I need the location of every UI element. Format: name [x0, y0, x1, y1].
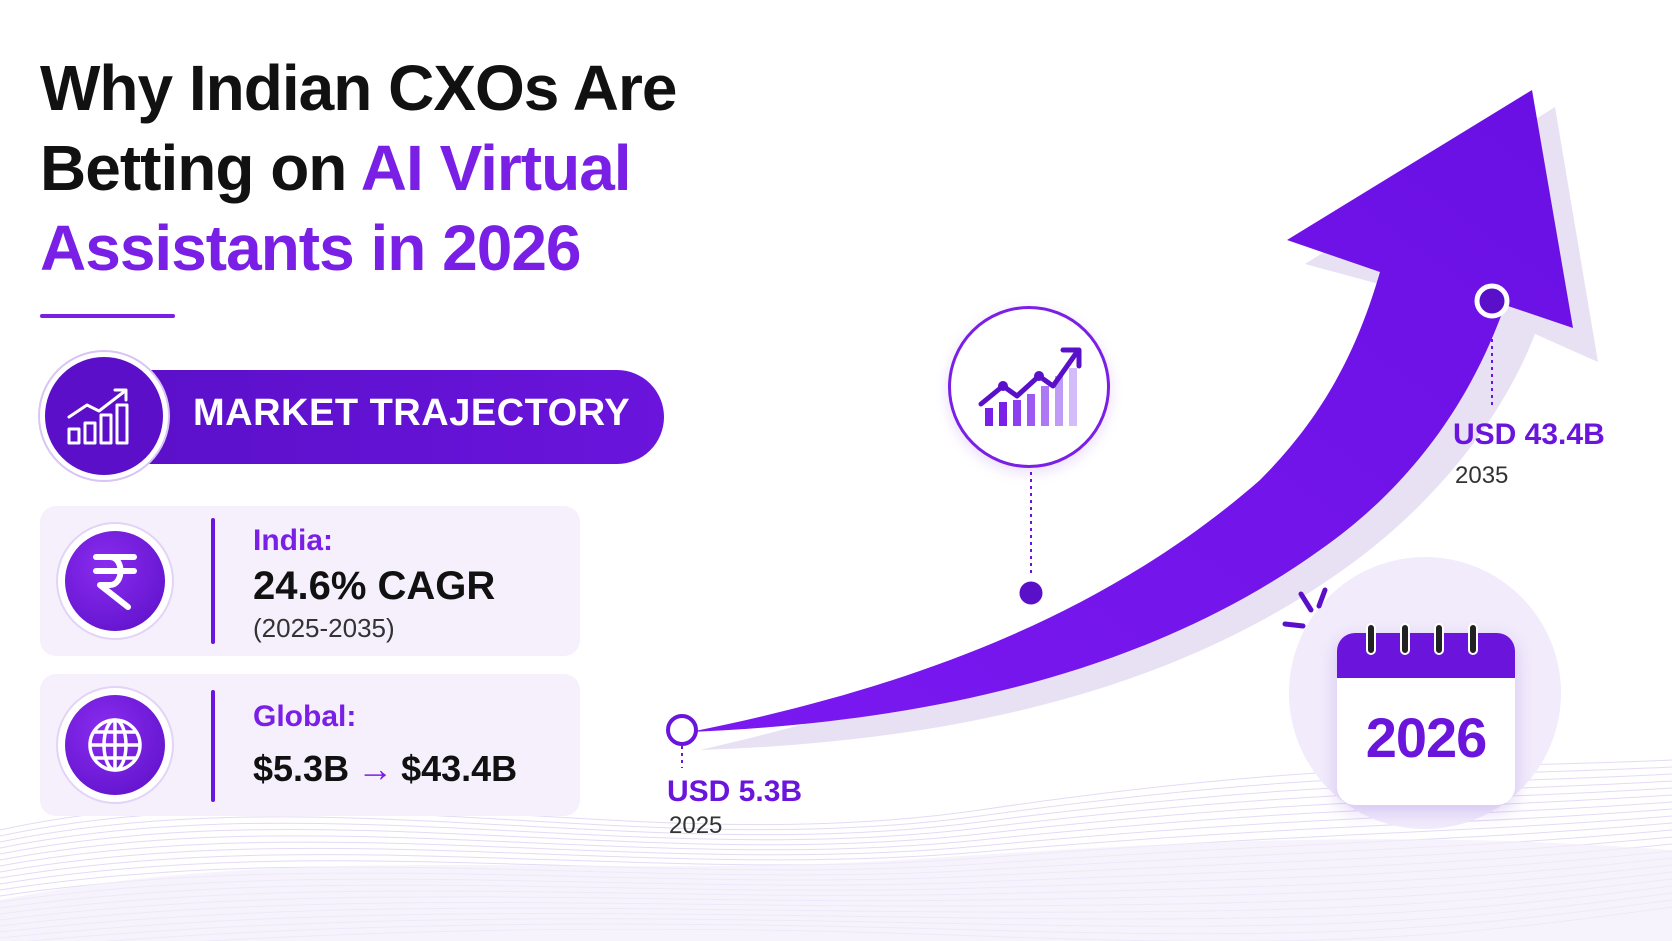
global-card-divider	[211, 690, 215, 802]
bar-chart-growth-icon	[67, 388, 129, 445]
start-value-label: USD 5.3B	[667, 775, 803, 808]
mid-point-marker	[1014, 576, 1048, 610]
globe-icon	[88, 718, 142, 772]
title-underline	[40, 314, 175, 318]
title-line-1: Why Indian CXOs Are	[40, 52, 678, 124]
global-label: Global:	[253, 700, 357, 733]
global-icon-badge	[58, 688, 172, 802]
calendar-ring	[1434, 623, 1444, 655]
global-stat-card: Global: $5.3B → $43.4B	[40, 674, 580, 816]
global-value: $5.3B → $43.4B	[253, 748, 517, 790]
india-icon-badge	[58, 524, 172, 638]
start-point-marker	[666, 714, 698, 746]
calendar-ring	[1400, 623, 1410, 655]
india-card-divider	[211, 518, 215, 644]
end-value-label: USD 43.4B	[1453, 418, 1605, 451]
title-line-2-accent: AI Virtual	[360, 132, 632, 204]
page-title: Why Indian CXOs Are Betting on AI Virtua…	[40, 48, 780, 288]
trajectory-arrow	[690, 90, 1573, 732]
title-line-2: Betting on AI Virtual	[40, 128, 780, 208]
global-to-value: $43.4B	[401, 748, 518, 789]
india-cagr-value: 24.6% CAGR	[253, 564, 496, 608]
global-from-value: $5.3B	[253, 748, 350, 789]
section-pill-bar	[98, 370, 664, 464]
india-label: India:	[253, 524, 333, 557]
growth-chart-icon	[978, 347, 1082, 426]
sparkle-icon	[1282, 587, 1328, 629]
growth-badge	[948, 306, 1110, 468]
calendar-ring	[1366, 623, 1376, 655]
end-point-marker	[1474, 283, 1510, 319]
calendar-icon: 2026	[1337, 623, 1515, 805]
global-arrow: →	[357, 748, 394, 789]
rupee-icon	[93, 554, 137, 610]
title-line-2-prefix: Betting on	[40, 132, 361, 204]
calendar-year: 2026	[1365, 706, 1488, 769]
india-stat-card: India: 24.6% CAGR (2025-2035)	[40, 506, 580, 656]
section-icon-badge	[40, 352, 168, 480]
calendar-ring	[1468, 623, 1478, 655]
start-year-label: 2025	[669, 812, 723, 839]
end-year-label: 2035	[1455, 462, 1509, 489]
section-label: MARKET TRAJECTORY	[193, 392, 631, 434]
title-line-3: Assistants in 2026	[40, 212, 582, 284]
india-period: (2025-2035)	[253, 613, 395, 643]
section-pill: MARKET TRAJECTORY	[40, 352, 664, 480]
calendar-header	[1337, 633, 1515, 678]
